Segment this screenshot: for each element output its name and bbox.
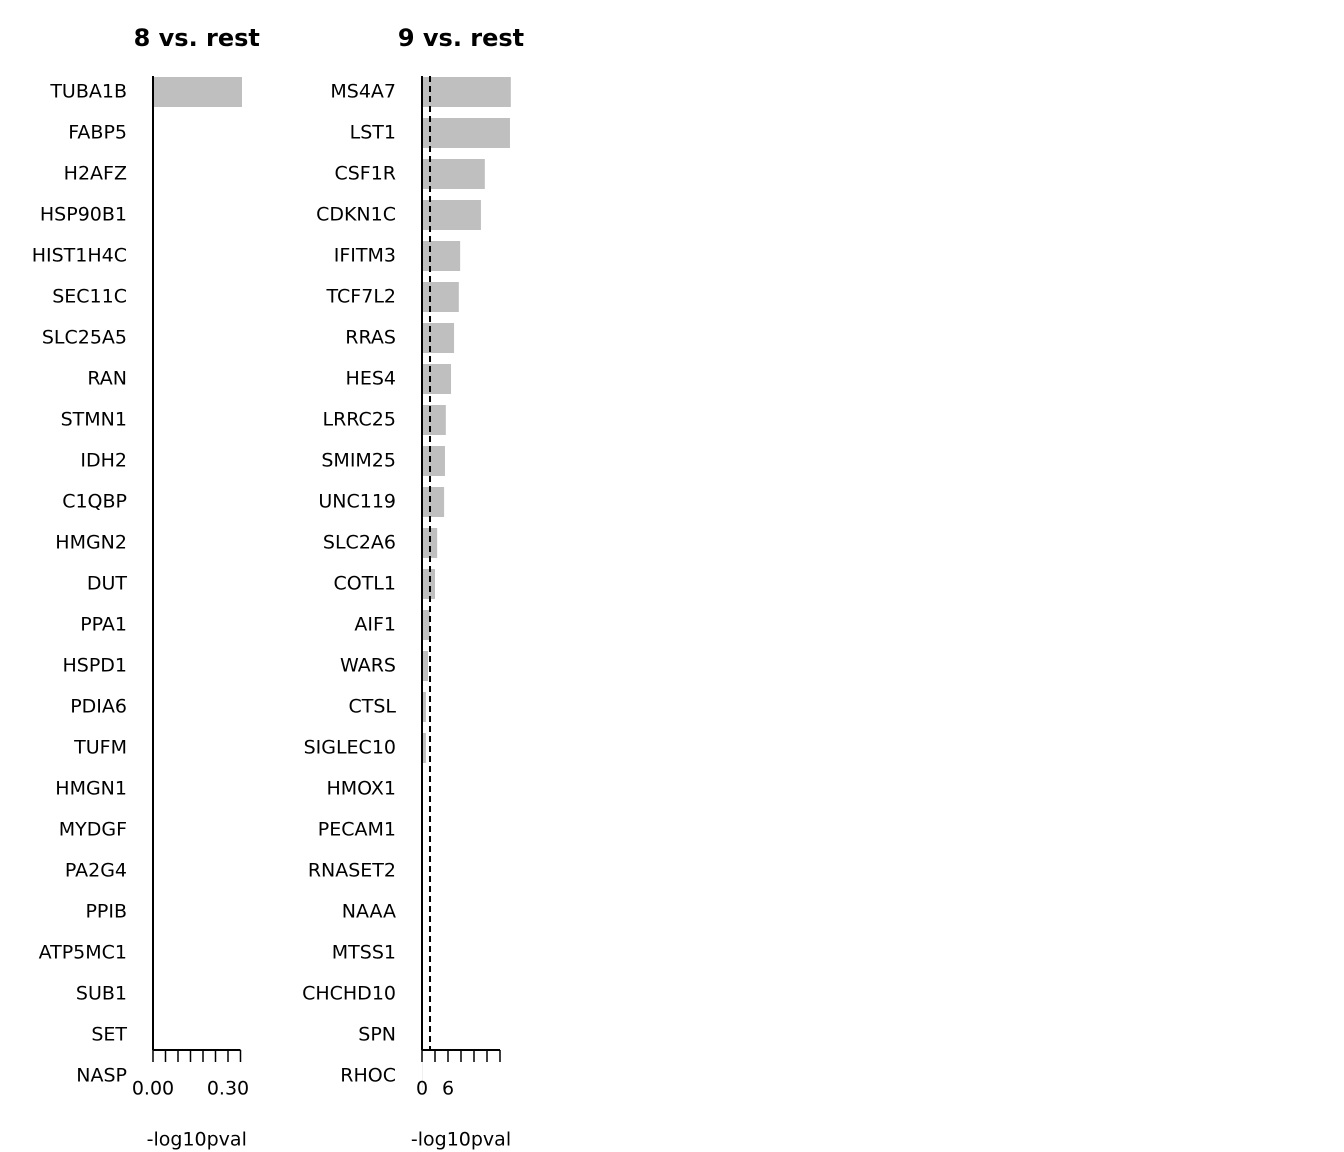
bar — [422, 118, 510, 148]
x-tick-label: 0.00 — [132, 1078, 174, 1100]
y-tick-label: CHCHD10 — [302, 983, 396, 1005]
y-tick-label: CSF1R — [334, 163, 396, 185]
y-tick-label: LRRC25 — [323, 409, 397, 431]
y-tick-label: MYDGF — [59, 819, 127, 841]
bar — [422, 77, 511, 107]
y-tick-label: HIST1H4C — [32, 245, 127, 267]
y-tick-label: TUFM — [73, 737, 127, 759]
bar — [422, 241, 461, 271]
y-tick-label: CTSL — [348, 696, 396, 718]
y-tick-label: PDIA6 — [70, 696, 127, 718]
bar — [422, 364, 452, 394]
bar — [153, 77, 242, 107]
bar — [422, 692, 426, 722]
y-tick-label: SUB1 — [76, 983, 127, 1005]
bar — [422, 200, 481, 230]
x-tick-label: 0 — [416, 1078, 428, 1100]
y-tick-label: ATP5MC1 — [39, 942, 127, 964]
x-tick-label: 0.30 — [207, 1078, 249, 1100]
y-tick-label: HES4 — [346, 368, 396, 390]
y-tick-label: STMN1 — [61, 409, 127, 431]
y-tick-label: RAN — [87, 368, 127, 390]
y-tick-label: FABP5 — [68, 122, 127, 144]
y-tick-label: HSP90B1 — [40, 204, 127, 226]
bar — [422, 651, 429, 681]
y-tick-label: PECAM1 — [318, 819, 396, 841]
y-tick-label: SMIM25 — [321, 450, 396, 472]
y-tick-label: H2AFZ — [64, 163, 127, 185]
bar — [422, 487, 445, 517]
y-tick-label: MS4A7 — [330, 81, 396, 103]
y-tick-label: UNC119 — [318, 491, 396, 513]
y-tick-label: HSPD1 — [62, 655, 127, 677]
y-tick-label: SET — [91, 1024, 127, 1046]
y-tick-label: SPN — [358, 1024, 396, 1046]
bar — [422, 528, 438, 558]
y-tick-label: HMOX1 — [326, 778, 396, 800]
bar — [422, 159, 485, 189]
y-tick-label: MTSS1 — [332, 942, 396, 964]
bar — [422, 610, 430, 640]
y-tick-label: TCF7L2 — [326, 286, 396, 308]
y-tick-label: TUBA1B — [49, 81, 127, 103]
bar — [422, 569, 435, 599]
y-tick-label: C1QBP — [62, 491, 127, 513]
y-tick-label: NAAA — [342, 901, 396, 923]
bar — [422, 282, 459, 312]
y-tick-label: PPIB — [85, 901, 127, 923]
bar — [422, 733, 426, 763]
y-tick-label: IDH2 — [80, 450, 127, 472]
x-tick-label: 6 — [442, 1078, 454, 1100]
y-tick-label: SLC25A5 — [42, 327, 127, 349]
y-tick-label: RRAS — [345, 327, 396, 349]
y-tick-label: NASP — [76, 1065, 127, 1087]
y-tick-label: WARS — [340, 655, 396, 677]
y-tick-label: RNASET2 — [308, 860, 396, 882]
y-tick-label: AIF1 — [354, 614, 396, 636]
y-tick-label: CDKN1C — [316, 204, 396, 226]
chart-title: 8 vs. rest — [134, 24, 260, 52]
y-tick-label: HMGN2 — [55, 532, 127, 554]
y-tick-label: COTL1 — [333, 573, 396, 595]
chart-title: 9 vs. rest — [398, 24, 524, 52]
y-tick-label: RHOC — [340, 1065, 396, 1087]
y-tick-label: PPA1 — [80, 614, 127, 636]
x-axis-label: -log10pval — [411, 1129, 511, 1151]
y-tick-label: SEC11C — [52, 286, 127, 308]
y-tick-label: DUT — [87, 573, 128, 595]
bar — [422, 405, 446, 435]
x-axis-label: -log10pval — [147, 1129, 247, 1151]
y-tick-label: HMGN1 — [55, 778, 127, 800]
y-tick-label: SIGLEC10 — [304, 737, 396, 759]
y-tick-label: SLC2A6 — [323, 532, 396, 554]
bar — [422, 446, 445, 476]
y-tick-label: IFITM3 — [334, 245, 396, 267]
bar — [422, 323, 455, 353]
y-tick-label: LST1 — [350, 122, 396, 144]
y-tick-label: PA2G4 — [65, 860, 127, 882]
